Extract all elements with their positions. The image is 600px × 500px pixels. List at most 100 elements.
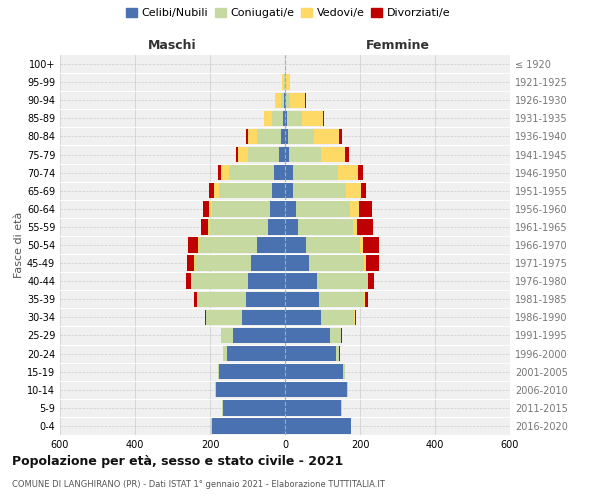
Bar bbox=[298, 219, 353, 234]
Bar bbox=[317, 274, 367, 289]
Bar bbox=[345, 147, 349, 162]
Bar bbox=[221, 165, 229, 180]
Text: Maschi: Maschi bbox=[148, 40, 197, 52]
Bar bbox=[193, 292, 197, 307]
Bar bbox=[364, 292, 365, 307]
Bar bbox=[285, 382, 347, 398]
Bar bbox=[293, 183, 346, 198]
Bar bbox=[343, 364, 345, 380]
Bar bbox=[223, 346, 227, 362]
Bar bbox=[270, 201, 285, 216]
Bar bbox=[359, 201, 373, 216]
Bar bbox=[248, 274, 285, 289]
Bar bbox=[197, 292, 245, 307]
Bar bbox=[355, 310, 356, 325]
Bar bbox=[314, 128, 338, 144]
Bar bbox=[287, 110, 302, 126]
Bar bbox=[238, 147, 248, 162]
Bar bbox=[285, 92, 286, 108]
Text: Femmine: Femmine bbox=[365, 40, 430, 52]
Bar bbox=[268, 219, 285, 234]
Bar bbox=[286, 92, 290, 108]
Bar bbox=[227, 346, 285, 362]
Bar bbox=[223, 400, 285, 415]
Bar bbox=[212, 201, 270, 216]
Bar bbox=[285, 183, 293, 198]
Bar bbox=[211, 418, 212, 434]
Bar bbox=[275, 92, 281, 108]
Bar bbox=[285, 201, 296, 216]
Bar bbox=[285, 256, 310, 271]
Bar bbox=[285, 128, 288, 144]
Bar bbox=[248, 147, 280, 162]
Bar bbox=[285, 364, 343, 380]
Bar bbox=[209, 201, 212, 216]
Bar bbox=[285, 418, 350, 434]
Bar bbox=[320, 310, 355, 325]
Bar bbox=[337, 165, 358, 180]
Bar bbox=[288, 128, 314, 144]
Bar bbox=[245, 292, 285, 307]
Bar bbox=[218, 364, 220, 380]
Bar bbox=[210, 219, 268, 234]
Bar bbox=[347, 382, 348, 398]
Bar bbox=[248, 128, 257, 144]
Bar bbox=[281, 128, 285, 144]
Bar bbox=[305, 238, 360, 252]
Bar bbox=[221, 328, 233, 343]
Bar bbox=[290, 92, 305, 108]
Bar bbox=[310, 256, 364, 271]
Bar bbox=[360, 238, 363, 252]
Bar bbox=[197, 238, 199, 252]
Bar bbox=[285, 74, 286, 90]
Bar bbox=[330, 328, 341, 343]
Bar bbox=[203, 201, 209, 216]
Bar bbox=[302, 110, 323, 126]
Bar bbox=[350, 418, 352, 434]
Legend: Celibi/Nubili, Coniugati/e, Vedovi/e, Divorziati/e: Celibi/Nubili, Coniugati/e, Vedovi/e, Di… bbox=[124, 6, 452, 20]
Bar bbox=[247, 128, 248, 144]
Bar bbox=[368, 274, 374, 289]
Bar bbox=[195, 256, 251, 271]
Bar bbox=[236, 147, 238, 162]
Bar bbox=[265, 110, 272, 126]
Bar bbox=[200, 219, 208, 234]
Bar bbox=[358, 165, 362, 180]
Bar bbox=[194, 256, 195, 271]
Bar bbox=[285, 147, 289, 162]
Bar bbox=[229, 165, 274, 180]
Bar bbox=[220, 183, 272, 198]
Bar bbox=[285, 219, 298, 234]
Bar bbox=[286, 74, 290, 90]
Bar bbox=[341, 400, 342, 415]
Bar bbox=[285, 400, 341, 415]
Bar bbox=[188, 238, 197, 252]
Bar bbox=[350, 201, 359, 216]
Bar bbox=[251, 256, 285, 271]
Bar bbox=[285, 292, 319, 307]
Bar bbox=[220, 364, 285, 380]
Bar bbox=[335, 346, 340, 362]
Bar bbox=[285, 238, 305, 252]
Bar bbox=[281, 92, 284, 108]
Bar bbox=[272, 110, 283, 126]
Bar bbox=[280, 147, 285, 162]
Bar bbox=[285, 328, 330, 343]
Bar bbox=[353, 219, 357, 234]
Bar bbox=[218, 165, 221, 180]
Bar bbox=[187, 274, 191, 289]
Bar bbox=[296, 201, 350, 216]
Bar bbox=[361, 183, 367, 198]
Bar bbox=[272, 183, 285, 198]
Bar bbox=[364, 256, 365, 271]
Bar bbox=[285, 165, 293, 180]
Bar bbox=[323, 110, 325, 126]
Y-axis label: Fasce di età: Fasce di età bbox=[14, 212, 24, 278]
Bar bbox=[285, 274, 317, 289]
Text: COMUNE DI LANGHIRANO (PR) - Dati ISTAT 1° gennaio 2021 - Elaborazione TUTTITALIA: COMUNE DI LANGHIRANO (PR) - Dati ISTAT 1… bbox=[12, 480, 385, 489]
Bar bbox=[285, 346, 335, 362]
Bar bbox=[209, 183, 214, 198]
Bar bbox=[283, 110, 285, 126]
Bar bbox=[289, 147, 320, 162]
Bar bbox=[293, 165, 337, 180]
